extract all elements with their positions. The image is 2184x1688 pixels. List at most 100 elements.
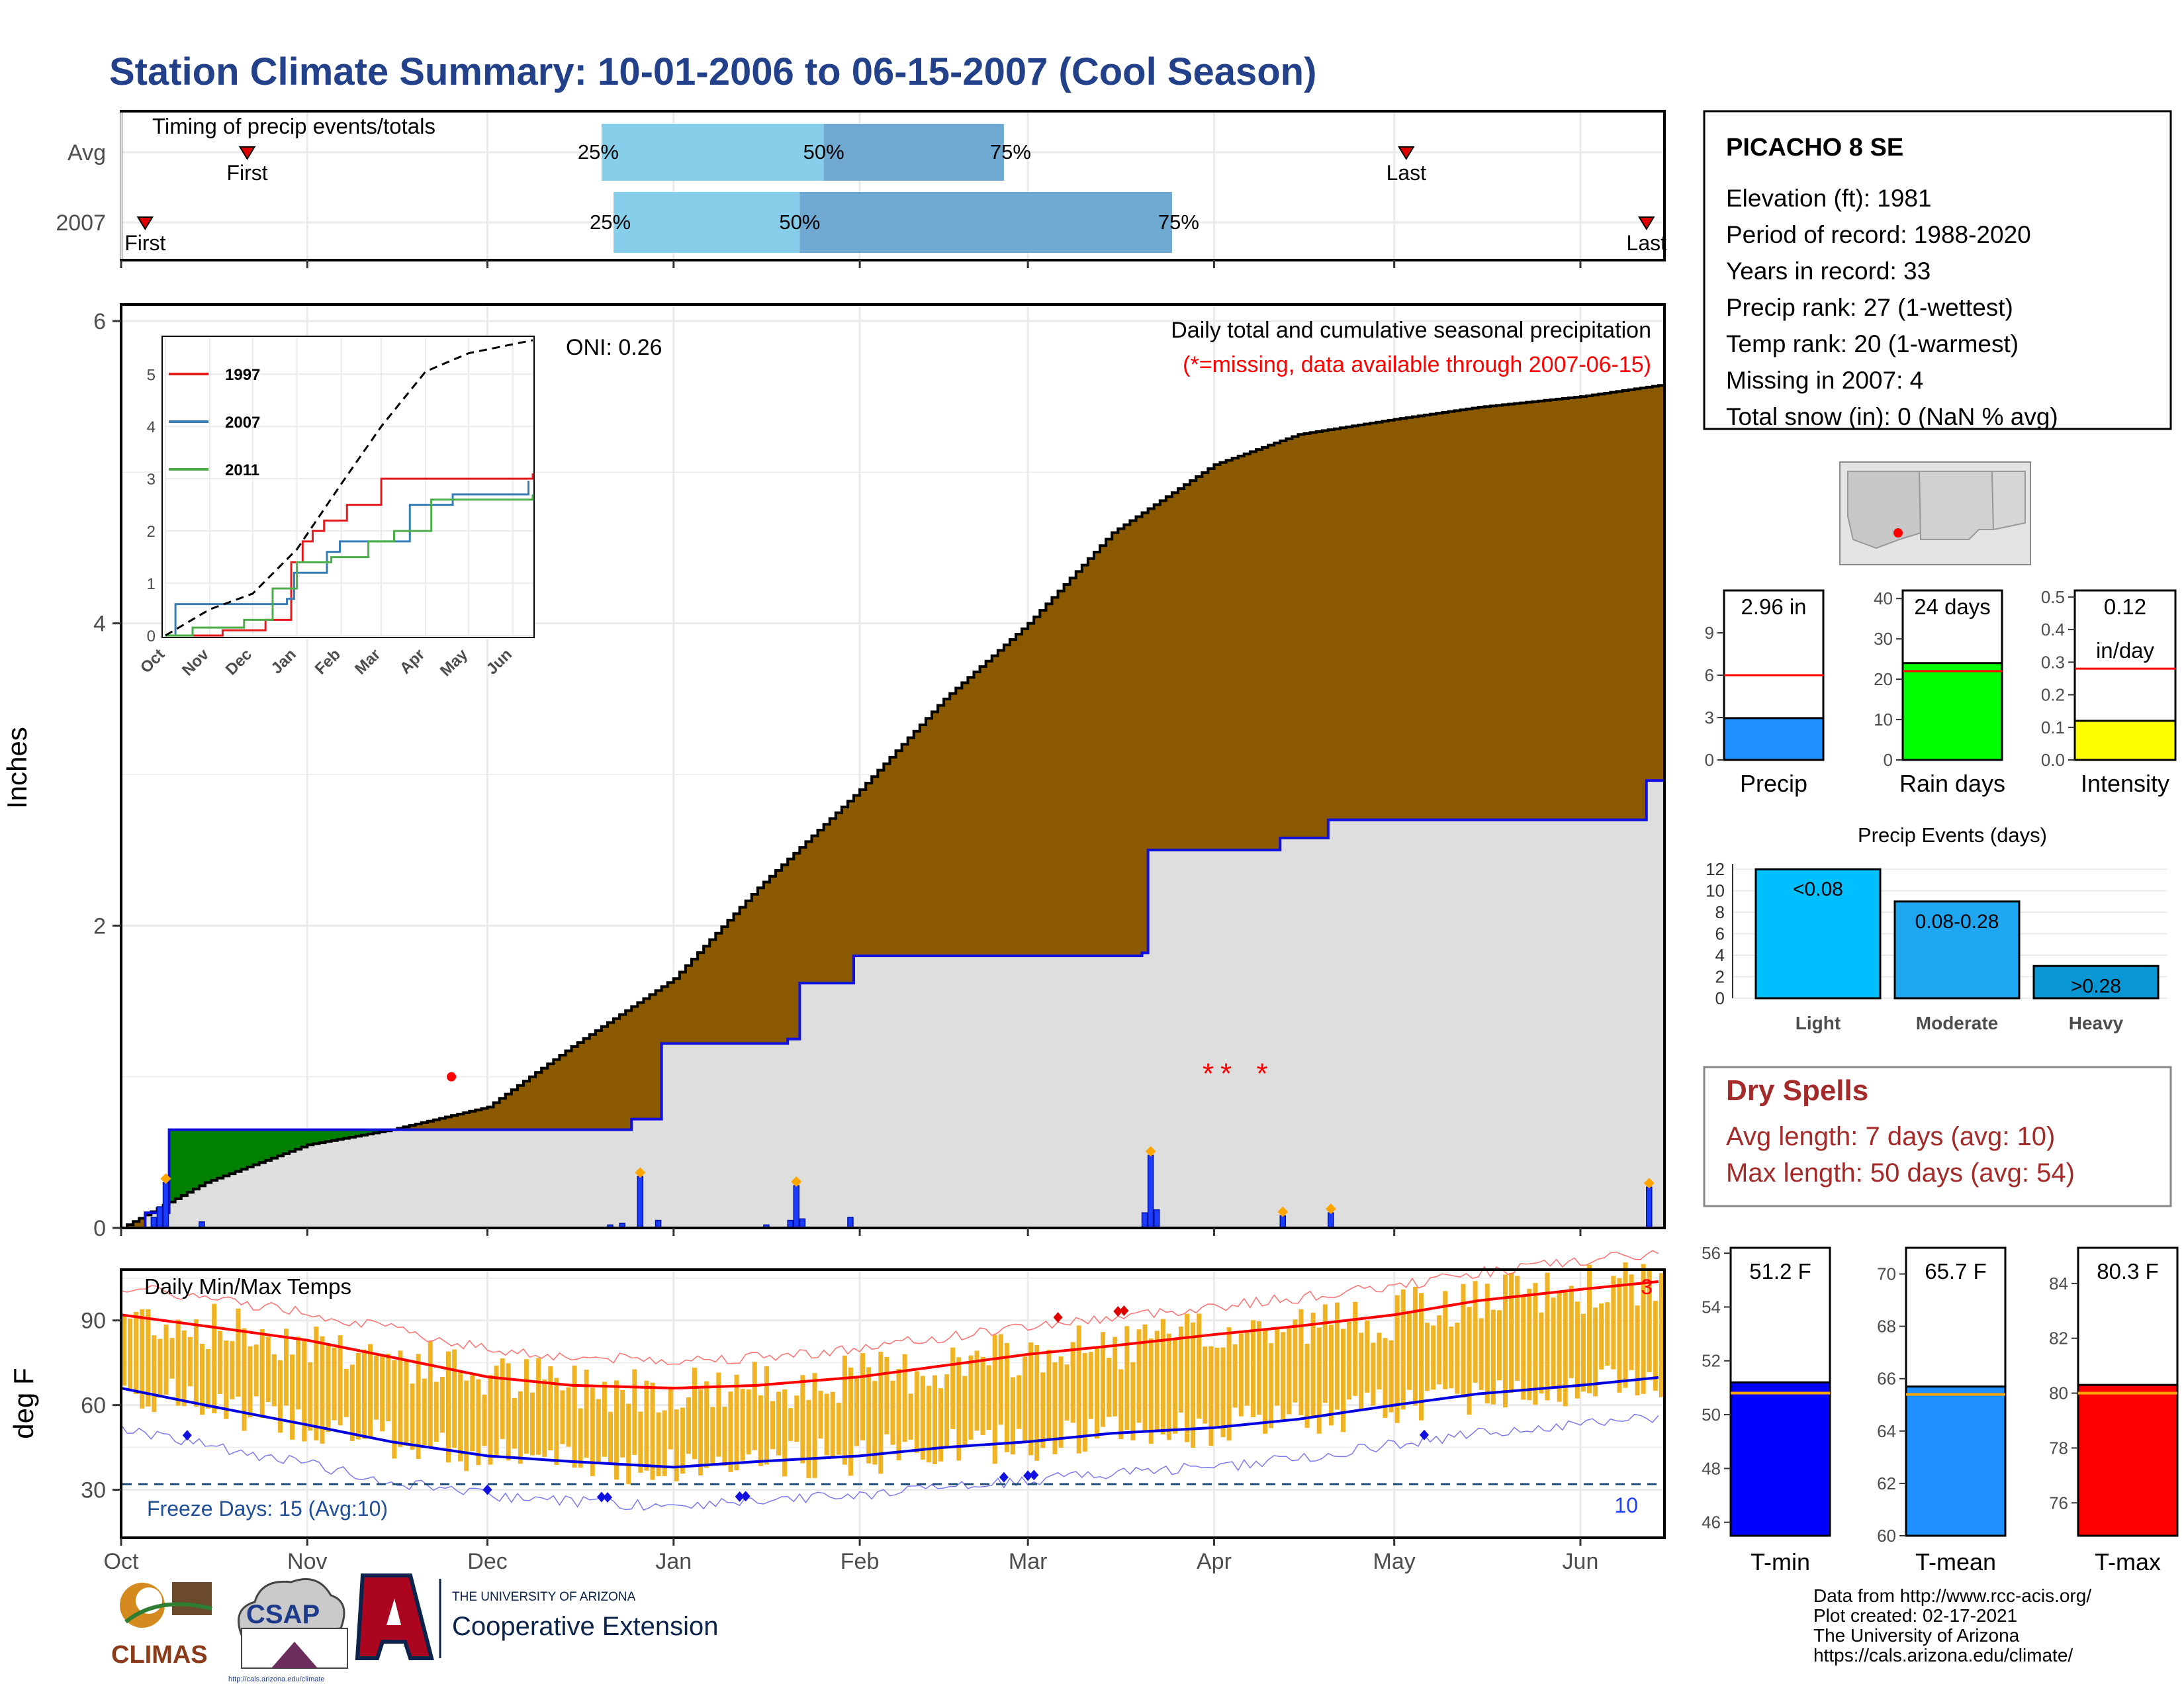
daily-temp-bar — [1040, 1372, 1046, 1448]
daily-temp-bar — [596, 1399, 601, 1462]
daily-temp-bar — [764, 1366, 769, 1465]
daily-temp-bar — [1034, 1345, 1040, 1461]
temp-summary-tick-label: 76 — [2049, 1493, 2068, 1513]
temp-summary-tick-label: 46 — [1702, 1513, 1721, 1532]
inset-y-tick-label: 5 — [147, 366, 156, 384]
daily-temp-bar — [584, 1370, 589, 1458]
daily-temp-bar — [1473, 1281, 1478, 1383]
daily-temp-bar — [140, 1309, 145, 1409]
daily-temp-bar — [1328, 1325, 1334, 1426]
oni-label: ONI: 0.26 — [566, 335, 662, 360]
daily-temp-bar — [914, 1371, 919, 1453]
daily-temp-bar — [464, 1380, 469, 1472]
daily-temp-bar — [590, 1387, 595, 1476]
freeze-day-marker — [1029, 1470, 1039, 1481]
summary-category-label: Intensity — [2081, 770, 2169, 797]
station-info-line: Missing in 2007: 4 — [1726, 367, 1923, 394]
daily-temp-bar — [374, 1355, 379, 1420]
station-info-line: Temp rank: 20 (1-warmest) — [1726, 330, 2019, 357]
dry-spells-box: Dry Spells Avg length: 7 days (avg: 10) … — [1703, 1066, 2172, 1207]
footer-line-1: Data from http://www.rcc-acis.org/ — [1813, 1585, 2091, 1606]
x-tick-label: Apr — [1197, 1549, 1232, 1574]
temp-summary-value-label: 80.3 F — [2097, 1259, 2159, 1284]
daily-temp-bar — [1496, 1310, 1502, 1381]
daily-temp-bar — [1172, 1339, 1177, 1434]
daily-temp-bar — [716, 1372, 721, 1457]
daily-temp-bar — [1412, 1286, 1418, 1406]
daily-temp-bar — [962, 1376, 968, 1447]
daily-temp-bar — [1563, 1292, 1568, 1407]
daily-temp-bar — [1545, 1272, 1550, 1401]
daily-temp-bar — [392, 1360, 397, 1459]
daily-temp-bar — [986, 1365, 991, 1430]
average-min-line — [120, 1376, 1659, 1469]
daily-temp-bar — [128, 1318, 133, 1389]
inset-series-2011 — [165, 494, 534, 637]
daily-temp-bar — [1653, 1301, 1658, 1391]
daily-temp-bar — [290, 1354, 295, 1440]
daily-temp-bar — [554, 1378, 559, 1465]
event-marker — [791, 1176, 802, 1188]
daily-temp-bar — [1185, 1313, 1190, 1442]
daily-temp-bar — [752, 1362, 757, 1450]
daily-temp-bar — [632, 1369, 637, 1455]
daily-temp-bar — [332, 1347, 337, 1421]
daily-temp-bar — [1287, 1328, 1292, 1415]
summary-tick-label: 40 — [1874, 588, 1893, 608]
daily-temp-bar — [560, 1390, 565, 1444]
daily-temp-bar — [146, 1309, 151, 1407]
daily-temp-bar — [1629, 1274, 1634, 1370]
hot-count-label: 3 — [1641, 1275, 1653, 1299]
missing-note: (*=missing, data available through 2007-… — [1183, 352, 1651, 377]
temp-summary-tick-label: 82 — [2049, 1329, 2068, 1348]
daily-temp-bar — [398, 1350, 403, 1447]
daily-temp-bar — [1316, 1327, 1322, 1434]
daily-temp-bar — [218, 1331, 223, 1394]
station-info-line: Total snow (in): 0 (NaN % avg) — [1726, 403, 2058, 430]
daily-temp-bar — [740, 1389, 745, 1461]
daily-temp-bar — [1142, 1324, 1148, 1432]
summary-value-label-2: in/day — [2096, 638, 2155, 663]
csap-logo: CSAP http://cals.arizona.edu/climate — [228, 1578, 348, 1683]
temp-panel-label: Daily Min/Max Temps — [144, 1274, 351, 1299]
daily-temp-bar — [1641, 1264, 1646, 1394]
daily-temp-bar — [500, 1358, 505, 1439]
daily-temp-bar — [386, 1353, 391, 1421]
daily-temp-bar — [314, 1327, 319, 1440]
x-tick-label: Nov — [287, 1549, 327, 1574]
daily-temp-bar — [1101, 1332, 1106, 1427]
timing-p75-label: 75% — [990, 140, 1031, 164]
daily-temp-bar — [248, 1346, 253, 1418]
daily-temp-bar — [992, 1335, 997, 1464]
daily-temp-bar — [830, 1391, 835, 1459]
daily-temp-bar — [169, 1338, 175, 1379]
daily-temp-bar — [1593, 1307, 1598, 1397]
daily-temp-bar — [1605, 1302, 1610, 1366]
temperature-summary-bars: 46 48 50 52 54 56 51.2 F T-min 60 62 64 66 68 70 65.7 … — [1702, 1243, 2179, 1575]
events-bar-label: 0.08-0.28 — [1915, 911, 1999, 933]
station-info-line: Precip rank: 27 (1-wettest) — [1726, 294, 2013, 321]
daily-temp-bar — [1569, 1286, 1574, 1378]
station-info-line: Years in record: 33 — [1726, 258, 1931, 285]
daily-temp-bar — [1148, 1338, 1154, 1444]
daily-temp-bar — [1130, 1362, 1136, 1440]
daily-temp-bar — [1232, 1344, 1238, 1408]
daily-temp-bar — [416, 1354, 421, 1460]
arizona-shape — [1847, 471, 1922, 549]
daily-temp-bar — [355, 1352, 361, 1440]
daily-temp-bar — [1527, 1288, 1532, 1401]
daily-temp-bar — [1377, 1333, 1382, 1389]
daily-temp-bar — [548, 1366, 553, 1450]
hot-day-marker — [1119, 1305, 1129, 1316]
daily-precip-bar — [637, 1176, 644, 1229]
daily-temp-bar — [1281, 1332, 1286, 1420]
daily-temp-bar — [686, 1397, 691, 1454]
summary-value-bar — [1901, 662, 2003, 761]
daily-temp-bar — [818, 1391, 823, 1439]
daily-precip-bar — [793, 1185, 800, 1229]
daily-temp-bar — [944, 1374, 950, 1447]
events-category-label: Heavy — [2069, 1013, 2124, 1033]
daily-temp-bar — [638, 1411, 643, 1473]
daily-temp-bar — [1347, 1321, 1352, 1400]
